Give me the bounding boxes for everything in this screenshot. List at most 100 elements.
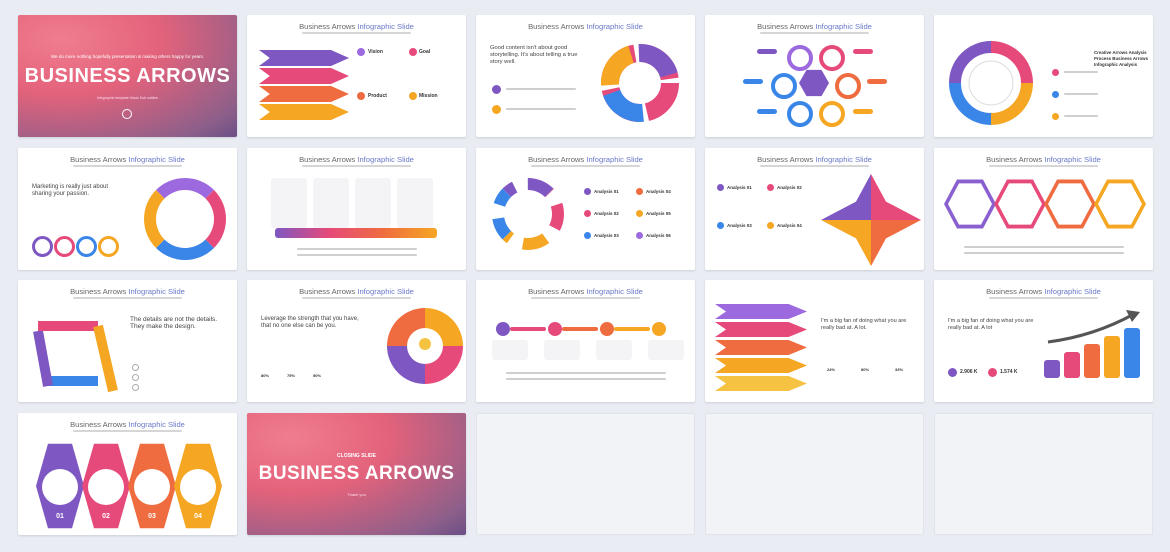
- radial-arrows-graphic: [949, 41, 1033, 125]
- slide-subtitle-line: [302, 32, 411, 34]
- analysis-label: Analysis 06: [646, 233, 671, 238]
- slide-subtitle-line: [760, 165, 869, 167]
- slide-subtitle-line: [302, 297, 411, 299]
- slide-thumbnail-6[interactable]: Business Arrows Infographic Slide Market…: [18, 148, 237, 270]
- mission-icon: [409, 92, 417, 100]
- text-line: [506, 108, 576, 110]
- slide-thumbnail-10[interactable]: Business Arrows Infographic Slide: [934, 148, 1153, 270]
- label-goal: Goal: [419, 49, 431, 55]
- slide-thumbnail-closing[interactable]: CLOSING SLIDE BUSINESS ARROWS Thank you: [247, 413, 466, 535]
- slide-subtitle-line: [989, 297, 1098, 299]
- slide-header: Business Arrows Infographic Slide: [299, 22, 414, 31]
- analysis-label: Analysis 01: [594, 189, 619, 194]
- slide-thumbnail-14[interactable]: I'm a big fan of doing what you are real…: [705, 280, 924, 402]
- bullet-icon: [636, 210, 643, 217]
- slide-thumbnail-12[interactable]: Business Arrows Infographic Slide Levera…: [247, 280, 466, 402]
- card: [648, 340, 684, 360]
- step-icon: [600, 322, 614, 336]
- label-tag: [867, 79, 887, 84]
- card: [596, 340, 632, 360]
- slide15-heading: I'm a big fan of doing what you are real…: [948, 318, 1034, 331]
- slide-thumbnail-4[interactable]: Business Arrows Infographic Slide: [705, 15, 924, 137]
- text-line: [297, 248, 417, 250]
- slide-header: Business Arrows Infographic Slide: [757, 155, 872, 164]
- stat-value-2: 1.574 K: [1000, 369, 1018, 375]
- empty-slide-placeholder: [476, 413, 695, 535]
- slide-subtitle-line: [73, 165, 182, 167]
- slide-header: Business Arrows Infographic Slide: [70, 287, 185, 296]
- slide-thumbnail-3[interactable]: Business Arrows Infographic Slide Good c…: [476, 15, 695, 137]
- checkbox-icon: [132, 364, 139, 371]
- cover-title: BUSINESS ARROWS: [24, 65, 231, 87]
- text-line: [297, 254, 417, 256]
- progress-ring: [32, 236, 53, 257]
- vision-icon: [357, 48, 365, 56]
- slide-header: Business Arrows Infographic Slide: [70, 155, 185, 164]
- slide-thumbnail-9[interactable]: Business Arrows Infographic Slide Analys…: [705, 148, 924, 270]
- label-mission: Mission: [419, 93, 438, 99]
- card: [492, 340, 528, 360]
- progress-ring: [76, 236, 97, 257]
- card: [313, 178, 349, 228]
- slide-thumbnail-8[interactable]: Business Arrows Infographic Slide Analys…: [476, 148, 695, 270]
- slide-thumbnail-13[interactable]: Business Arrows Infographic Slide: [476, 280, 695, 402]
- text-line: [506, 378, 666, 380]
- bullet-icon: [584, 210, 591, 217]
- arrow-row-1: [259, 50, 349, 66]
- arrow-band: [275, 228, 437, 238]
- bullet-icon: [767, 222, 774, 229]
- hex-inner-circle: [180, 469, 216, 505]
- text-line: [506, 372, 666, 374]
- analysis-label: Analysis 04: [777, 223, 802, 228]
- label-3: Infographic Analysis: [1094, 62, 1138, 67]
- step-icon: [496, 322, 510, 336]
- card: [355, 178, 391, 228]
- arrow-row-3: [259, 86, 349, 102]
- percent-1: 80%: [261, 373, 270, 378]
- label-product: Product: [368, 93, 387, 99]
- slide-grid: We do more nothing hopefully presentatio…: [18, 15, 1153, 539]
- text-line: [1064, 93, 1098, 95]
- stat-value-1: 2.906 K: [960, 369, 978, 375]
- card: [271, 178, 307, 228]
- slide-thumbnail-7[interactable]: Business Arrows Infographic Slide: [247, 148, 466, 270]
- step-number: 02: [102, 513, 110, 520]
- slide-subtitle-line: [989, 165, 1098, 167]
- growth-arrow-icon: [1047, 310, 1140, 344]
- hex-card-inner: [1098, 183, 1142, 225]
- slide-thumbnail-11[interactable]: Business Arrows Infographic Slide The de…: [18, 280, 237, 402]
- slide-header: Business Arrows Infographic Slide: [528, 287, 643, 296]
- slide-header: Business Arrows Infographic Slide: [70, 420, 185, 429]
- cross-arrows-graphic: [821, 174, 921, 266]
- bullet-icon: [767, 184, 774, 191]
- triangle-arrows-graphic: [33, 321, 118, 393]
- slide6-heading: Marketing is really just about sharing y…: [32, 184, 109, 197]
- stat-icon: [948, 368, 957, 377]
- bullet-icon: [492, 105, 501, 114]
- percent-2: 80%: [861, 367, 870, 372]
- progress-ring: [54, 236, 75, 257]
- cycle-arrows-graphic: [492, 178, 564, 250]
- slide-header: Business Arrows Infographic Slide: [528, 155, 643, 164]
- slide-thumbnail-2[interactable]: Business Arrows Infographic Slide Vision…: [247, 15, 466, 137]
- slide12-heading: Leverage the strength that you have, tha…: [261, 316, 359, 329]
- label-tag: [743, 79, 763, 84]
- slide-thumbnail-5[interactable]: Creative Arrows Analysis Process Busines…: [934, 15, 1153, 137]
- step-icon: [652, 322, 666, 336]
- percent-3: 50%: [313, 373, 322, 378]
- lightbulb-icon: [419, 338, 431, 350]
- hex-inner-circle: [88, 469, 124, 505]
- slide-thumbnail-cover[interactable]: We do more nothing hopefully presentatio…: [18, 15, 237, 137]
- slide-thumbnail-15[interactable]: Business Arrows Infographic Slide I'm a …: [934, 280, 1153, 402]
- step-icon: [548, 322, 562, 336]
- arrow-row-3: [715, 340, 807, 355]
- slide-thumbnail-16[interactable]: Business Arrows Infographic Slide 01 02 …: [18, 413, 237, 535]
- empty-slide-placeholder: [705, 413, 924, 535]
- slide-subtitle-line: [73, 297, 182, 299]
- arrow-row-4: [715, 358, 807, 373]
- hex-inner-circle: [42, 469, 78, 505]
- checkbox-icon: [132, 384, 139, 391]
- bullet-icon: [1052, 69, 1059, 76]
- connector-arrow: [562, 327, 598, 331]
- cover-subtitle: Infographic template Hasto Sub subline: [96, 96, 159, 100]
